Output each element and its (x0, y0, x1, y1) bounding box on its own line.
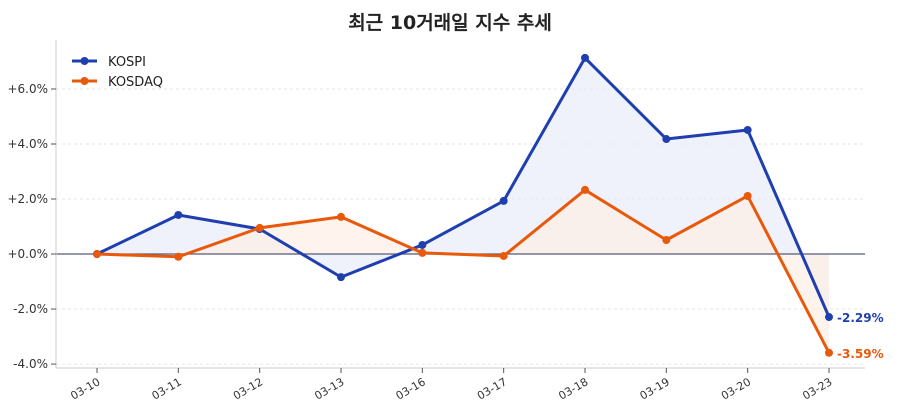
area-fill-kospi (97, 57, 829, 318)
data-point (174, 252, 183, 261)
data-point (581, 185, 589, 194)
y-tick-label: +4.0% (7, 137, 48, 151)
end-value-label: -3.59% (837, 347, 884, 361)
legend-label: KOSDAQ (108, 75, 163, 90)
data-point (499, 251, 508, 260)
data-point (825, 348, 833, 357)
series-line-kospi (96, 56, 831, 318)
data-point (743, 125, 752, 134)
y-tick-label: +2.0% (7, 192, 48, 206)
y-tick-label: +0.0% (7, 247, 48, 261)
x-tick-label: 03-23 (800, 375, 834, 402)
data-point (337, 212, 345, 221)
data-point (825, 313, 833, 322)
y-tick-label: +6.0% (7, 82, 48, 96)
y-tick-label: -4.0% (13, 357, 48, 371)
x-tick-label: 03-10 (68, 375, 102, 402)
x-tick-label: 03-17 (475, 375, 509, 402)
data-point (337, 273, 345, 282)
data-point (662, 135, 671, 144)
end-value-label: -2.29% (837, 311, 884, 325)
legend-label: KOSPI (108, 55, 146, 70)
x-tick-label: 03-18 (556, 375, 590, 402)
x-tick-label: 03-13 (312, 375, 346, 402)
x-tick-label: 03-12 (231, 375, 265, 402)
x-tick-label: 03-20 (719, 375, 753, 402)
data-point (255, 223, 264, 232)
legend-marker (80, 77, 89, 85)
y-tick-label: -2.0% (13, 302, 48, 316)
chart-title: 최근 10거래일 지수 추세 (348, 12, 552, 34)
legend-marker (80, 57, 89, 65)
area-fill-kosdaq (97, 189, 829, 353)
data-point (662, 236, 671, 245)
series-line-kosdaq (96, 188, 831, 354)
data-point (499, 196, 508, 205)
data-point (418, 240, 427, 249)
data-point (581, 53, 589, 62)
x-tick-label: 03-19 (638, 375, 672, 402)
data-point (743, 191, 752, 200)
x-tick-label: 03-16 (394, 375, 428, 402)
data-point (418, 248, 427, 257)
legend: KOSPI KOSDAQ (72, 55, 163, 90)
data-point (93, 250, 101, 259)
data-point (174, 210, 183, 219)
x-tick-label: 03-11 (150, 375, 184, 402)
